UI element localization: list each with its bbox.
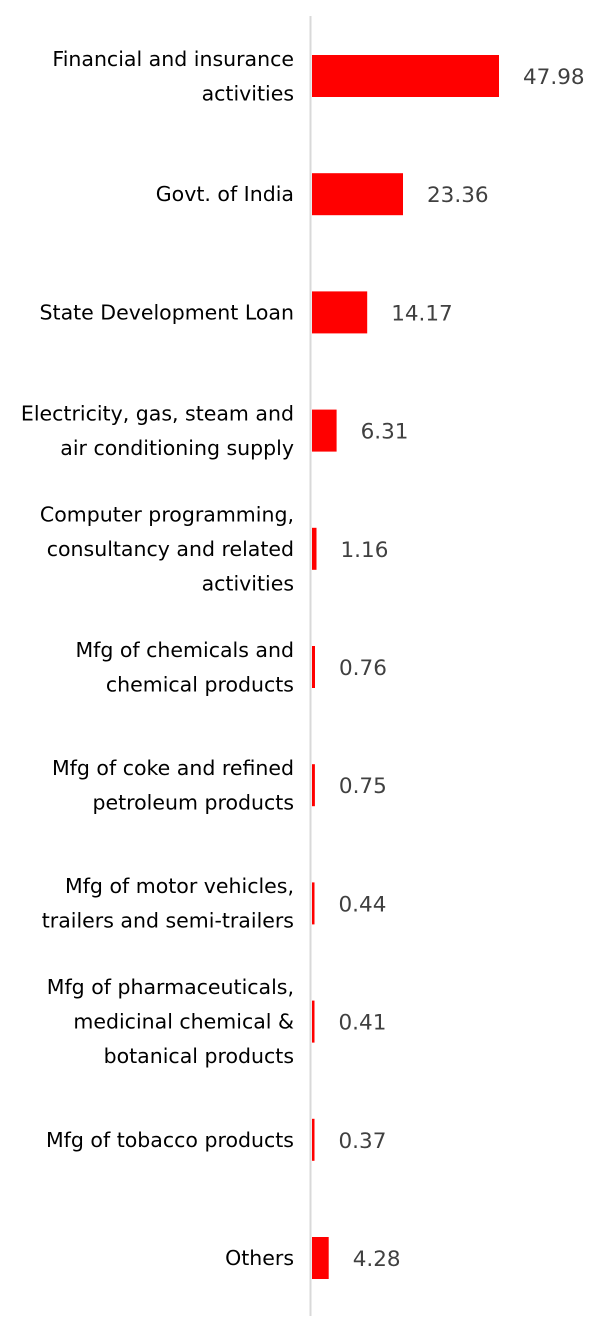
category-label-line: petroleum products: [93, 791, 295, 815]
bar: [312, 409, 337, 452]
category-label-line: activities: [202, 571, 294, 595]
category-label-line: trailers and semi-trailers: [42, 909, 294, 933]
category-label-line: Mfg of pharmaceuticals,: [47, 975, 294, 999]
bar: [312, 527, 317, 570]
category-label: Mfg of pharmaceuticals, medicinal chemica…: [47, 975, 294, 1068]
bar: [312, 1118, 315, 1161]
category-label-line: Mfg of chemicals and: [75, 638, 294, 662]
category-label: Others: [225, 1246, 294, 1270]
category-label: Govt. of India: [156, 182, 294, 206]
category-label-line: Others: [225, 1246, 294, 1270]
data-value-label: 0.44: [339, 892, 387, 917]
bar: [312, 1237, 329, 1279]
category-label-line: Mfg of coke and refined: [52, 756, 294, 780]
labels-group: 47.98 Financial and insurance activities 23…: [21, 47, 585, 1272]
data-value-label: 14.17: [391, 301, 453, 326]
category-label: Mfg of tobacco products: [46, 1128, 294, 1152]
bars-group: [312, 55, 499, 1279]
category-label: Mfg of motor vehicles, trailers and semi-…: [42, 874, 294, 933]
category-label-line: Financial and insurance: [52, 47, 294, 71]
category-label: Mfg of chemicals and chemical products: [75, 638, 294, 697]
data-value-label: 4.28: [353, 1247, 401, 1272]
category-label: Mfg of coke and refined petroleum product…: [52, 756, 294, 815]
category-label: State Development Loan: [40, 300, 294, 324]
category-label-line: consultancy and related: [47, 537, 294, 561]
bar: [312, 882, 315, 925]
bar: [312, 291, 368, 334]
data-value-label: 0.75: [339, 774, 387, 799]
bar: [312, 173, 403, 216]
category-label-line: activities: [202, 81, 294, 105]
category-label-line: State Development Loan: [40, 300, 294, 324]
bar: [312, 646, 315, 688]
category-label-line: air conditioning supply: [60, 436, 294, 460]
data-value-label: 0.76: [339, 656, 387, 681]
category-label: Electricity, gas, steam and air condition…: [21, 401, 294, 460]
category-label-line: Mfg of tobacco products: [46, 1128, 294, 1152]
data-value-label: 0.41: [339, 1011, 387, 1036]
category-label-line: medicinal chemical &: [73, 1010, 294, 1034]
data-value-label: 23.36: [427, 183, 489, 208]
category-label-line: chemical products: [106, 672, 294, 696]
bar: [312, 55, 499, 97]
data-value-label: 6.31: [361, 420, 409, 445]
category-label: Financial and insurance activities: [52, 47, 294, 106]
category-label: Computer programming, consultancy and rel…: [40, 502, 294, 595]
category-label-line: Computer programming,: [40, 502, 294, 526]
bar: [312, 1000, 315, 1043]
category-label-line: Mfg of motor vehicles,: [65, 874, 294, 898]
bar: [312, 764, 315, 807]
category-label-line: botanical products: [104, 1044, 294, 1068]
category-label-line: Govt. of India: [156, 182, 294, 206]
category-label-line: Electricity, gas, steam and: [21, 401, 294, 425]
data-value-label: 47.98: [523, 65, 585, 90]
data-value-label: 1.16: [341, 538, 389, 563]
data-value-label: 0.37: [339, 1129, 387, 1154]
